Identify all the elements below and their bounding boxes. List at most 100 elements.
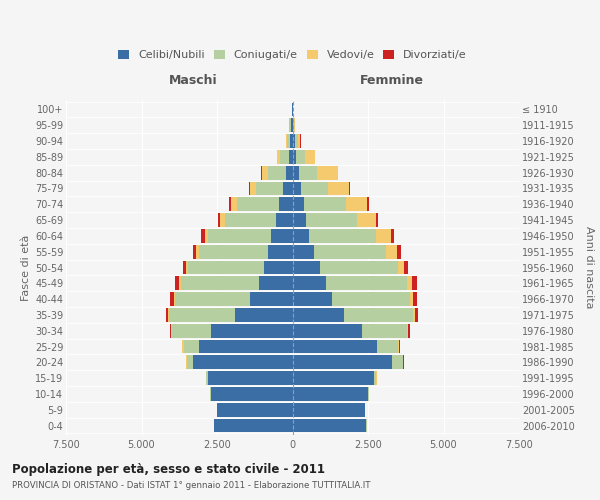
Bar (298, 134, 301, 148)
Bar (301, 182, 328, 196)
Bar (289, 118, 291, 132)
Bar (376, 213, 377, 227)
Bar (410, 292, 413, 306)
Bar (299, 166, 317, 179)
Bar (169, 308, 235, 322)
Bar (328, 182, 349, 196)
Bar (168, 308, 169, 322)
Text: Popolazione per età, sesso e stato civile - 2011: Popolazione per età, sesso e stato civil… (12, 462, 325, 475)
Bar (181, 276, 259, 290)
Bar (293, 276, 326, 290)
Bar (175, 276, 179, 290)
Bar (407, 276, 412, 290)
Bar (399, 340, 400, 353)
Bar (293, 150, 296, 164)
Bar (220, 213, 224, 227)
Bar (344, 308, 413, 322)
Bar (208, 371, 293, 385)
Bar (415, 308, 418, 322)
Bar (196, 244, 199, 258)
Bar (289, 150, 293, 164)
Bar (236, 198, 279, 211)
Bar (412, 276, 416, 290)
Y-axis label: Fasce di età: Fasce di età (20, 234, 31, 300)
Bar (293, 308, 344, 322)
Bar (187, 356, 193, 370)
Bar (296, 150, 305, 164)
Bar (293, 356, 392, 370)
Bar (306, 213, 358, 227)
Bar (293, 244, 314, 258)
Bar (291, 118, 293, 132)
Bar (182, 340, 184, 353)
Bar (304, 198, 346, 211)
Bar (188, 260, 264, 274)
Bar (218, 213, 220, 227)
Bar (293, 260, 320, 274)
Bar (199, 244, 268, 258)
Bar (326, 276, 407, 290)
Bar (368, 387, 369, 401)
Bar (229, 198, 230, 211)
Bar (174, 292, 175, 306)
Bar (193, 244, 196, 258)
Bar (214, 418, 293, 432)
Bar (211, 324, 293, 338)
Bar (210, 387, 211, 401)
Bar (286, 166, 293, 179)
Bar (293, 213, 306, 227)
Bar (346, 198, 367, 211)
Bar (179, 276, 181, 290)
Bar (320, 260, 398, 274)
Bar (175, 292, 250, 306)
Bar (268, 166, 286, 179)
Bar (309, 229, 376, 243)
Bar (293, 418, 367, 432)
Bar (256, 182, 283, 196)
Bar (271, 229, 293, 243)
Bar (211, 387, 293, 401)
Bar (358, 213, 376, 227)
Bar (293, 324, 362, 338)
Bar (172, 324, 211, 338)
Bar (292, 102, 293, 117)
Bar (184, 340, 199, 353)
Bar (293, 387, 368, 401)
Bar (183, 260, 187, 274)
Text: Femmine: Femmine (360, 74, 424, 86)
Bar (293, 118, 295, 132)
Bar (276, 213, 293, 227)
Bar (332, 292, 410, 306)
Bar (392, 356, 403, 370)
Bar (407, 324, 408, 338)
Bar (386, 244, 397, 258)
Bar (206, 371, 208, 385)
Bar (293, 182, 301, 196)
Bar (170, 324, 172, 338)
Bar (217, 403, 293, 416)
Bar (208, 229, 271, 243)
Bar (286, 134, 287, 148)
Bar (293, 134, 295, 148)
Bar (404, 260, 408, 274)
Bar (186, 356, 187, 370)
Bar (280, 150, 289, 164)
Bar (201, 229, 205, 243)
Bar (293, 292, 332, 306)
Y-axis label: Anni di nascita: Anni di nascita (584, 226, 594, 308)
Bar (367, 198, 368, 211)
Bar (170, 292, 174, 306)
Bar (314, 244, 386, 258)
Bar (287, 134, 290, 148)
Bar (293, 403, 365, 416)
Bar (261, 166, 262, 179)
Bar (279, 198, 293, 211)
Bar (235, 308, 293, 322)
Bar (295, 134, 298, 148)
Bar (262, 166, 268, 179)
Bar (317, 166, 338, 179)
Bar (277, 150, 280, 164)
Bar (413, 308, 415, 322)
Bar (199, 340, 293, 353)
Bar (293, 229, 309, 243)
